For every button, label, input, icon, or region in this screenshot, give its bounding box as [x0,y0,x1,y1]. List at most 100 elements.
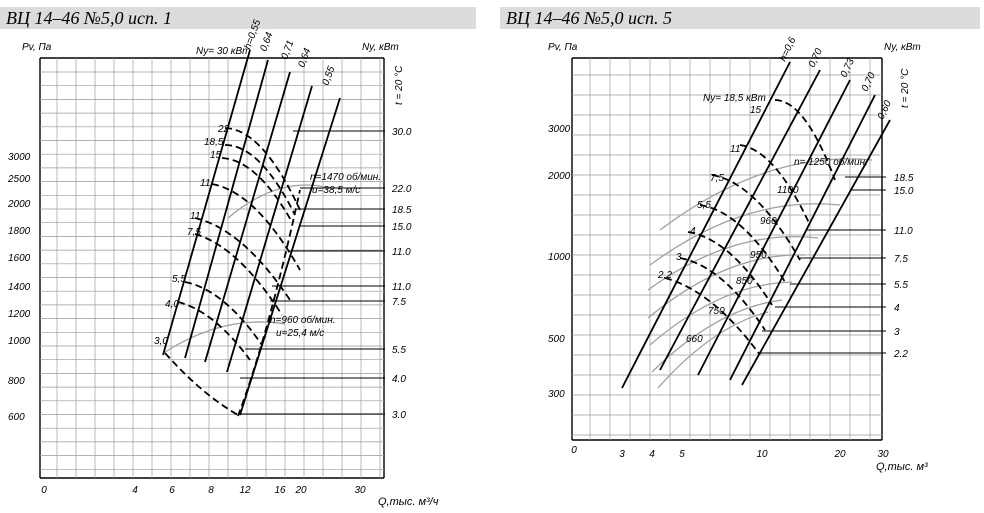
power-curve-label: 11 [730,144,740,155]
x-tick-label: 0 [571,445,577,456]
efficiency-line [162,49,251,356]
power-curve [194,217,291,301]
right-power-label: 11.0 [392,282,411,293]
x-tick-label: 0 [41,485,47,496]
x-tick-label: 20 [294,485,307,496]
speed-label: 750 [708,306,725,317]
right-power-label: 2.2 [893,349,908,360]
efficiency-line [729,94,876,381]
right-power-label: 3 [894,327,900,338]
power-curve-label: 5,5 [172,274,186,285]
y-axis-label: Pv, Па [548,42,578,53]
speed-curve [164,321,286,353]
efficiency-label: h=0,6 [778,35,799,63]
y-axis-label: Pv, Па [22,42,52,53]
x-tick-label: 10 [756,449,768,460]
temperature-label: t = 20 °C [394,65,405,105]
y-tick-label: 1000 [548,252,571,263]
chart-title: ВЦ 14–46 №5,0 исп. 5 [506,8,672,28]
power-curve [774,99,836,181]
speed-label: 850 [736,276,753,287]
power-curve-label: 18,5 [204,137,224,148]
power-curve-label: 3,0 [154,336,168,347]
speed-label: 950 [750,250,767,261]
speed-annotation: u=38,5 м/с [312,185,360,196]
chart-panel-right: ВЦ 14–46 №5,0 исп. 5 Pv, Па Ny, кВт t = … [500,0,984,513]
right-power-label: 5.5 [894,280,908,291]
chart-panel-left: ВЦ 14–46 №5,0 исп. 1 Pv, Па Ny, кВт t = … [0,0,484,513]
speed-curve [649,281,793,346]
speed-label: 1100 [777,185,799,196]
power-curve [184,281,263,346]
efficiency-label: 0,73 [839,57,857,80]
efficiency-line [697,79,851,376]
x-tick-label: 4 [132,485,138,496]
x-tick-label: 4 [649,449,655,460]
y-tick-label: 3000 [548,124,571,135]
right-power-label: 11.0 [894,226,913,237]
chart-title-bar: ВЦ 14–46 №5,0 исп. 5 [500,7,980,29]
power-curve-label: 22 [217,124,230,135]
y-tick-label: 800 [8,376,25,387]
y-tick-label: 1400 [8,282,31,293]
power-curve-label: 15 [750,105,762,116]
power-curve-label: 11 [190,211,200,222]
y-tick-label: 1200 [8,309,31,320]
y-tick-label: 2500 [7,174,31,185]
power-curve [687,231,773,306]
temperature-label: t = 20 °C [900,68,911,108]
x-tick-label: 20 [833,449,846,460]
power-curve [221,157,293,223]
right-power-label: 7.5 [392,297,406,308]
speed-label: 660 [686,334,703,345]
duty-boundary [237,189,301,417]
power-curve-label: 5,5 [697,200,711,211]
right-power-label: 11.0 [392,247,411,258]
efficiency-label: 0,64 [258,31,275,53]
y-tick-label: 2000 [547,171,571,182]
efficiency-line [204,71,291,363]
right-axis-label: Ny, кВт [884,42,921,53]
power-curve-label: Ny= 18,5 кВт [703,93,766,104]
right-axis-label: Ny, кВт [362,42,399,53]
y-tick-label: 600 [8,412,25,423]
efficiency-label: 0,70 [860,71,878,94]
power-curve [224,127,301,211]
speed-curve [647,254,806,319]
y-tick-label: 1600 [8,253,31,264]
right-power-label: 30.0 [392,127,412,138]
y-tick-label: 300 [548,389,565,400]
power-curve-label: Ny= 30 кВт [196,46,250,57]
duty-boundary [164,352,239,416]
power-curve [699,204,786,283]
right-power-label: 18.5 [392,205,412,216]
right-power-label: 5.5 [392,345,406,356]
speed-annotation: n=960 об/мин. [270,314,336,326]
power-curve [739,144,811,226]
power-curve [664,277,761,356]
power-curve-label: 11 [200,178,210,189]
power-curve [211,183,301,271]
y-tick-label: 3000 [8,152,31,163]
power-curve-label: 4 [690,226,696,237]
power-curve-label: 3 [676,252,682,263]
efficiency-line [226,85,313,373]
efficiency-line [621,61,791,389]
speed-curve [657,311,769,389]
x-tick-label: 30 [354,485,366,496]
y-tick-label: 2000 [7,199,31,210]
chart-title-bar: ВЦ 14–46 №5,0 исп. 1 [0,7,476,29]
power-curve-label: 2,2 [657,270,672,281]
y-tick-label: 1800 [8,226,31,237]
x-axis-label: Q,тыс. м³/ч [378,496,439,508]
chart-title: ВЦ 14–46 №5,0 исп. 1 [6,8,172,28]
speed-curve [227,184,331,219]
fan-chart-left: Pv, Па Ny, кВт t = 20 °C Q,тыс. м³/ч 300… [7,18,439,508]
efficiency-line [184,59,269,359]
efficiency-line [741,119,891,386]
speed-label: n= 1250 об/мин. [794,156,868,168]
speed-curve [649,203,841,266]
right-power-label: 3.0 [392,410,406,421]
power-curve-label: 7,5 [710,173,724,184]
power-curve [679,257,766,331]
